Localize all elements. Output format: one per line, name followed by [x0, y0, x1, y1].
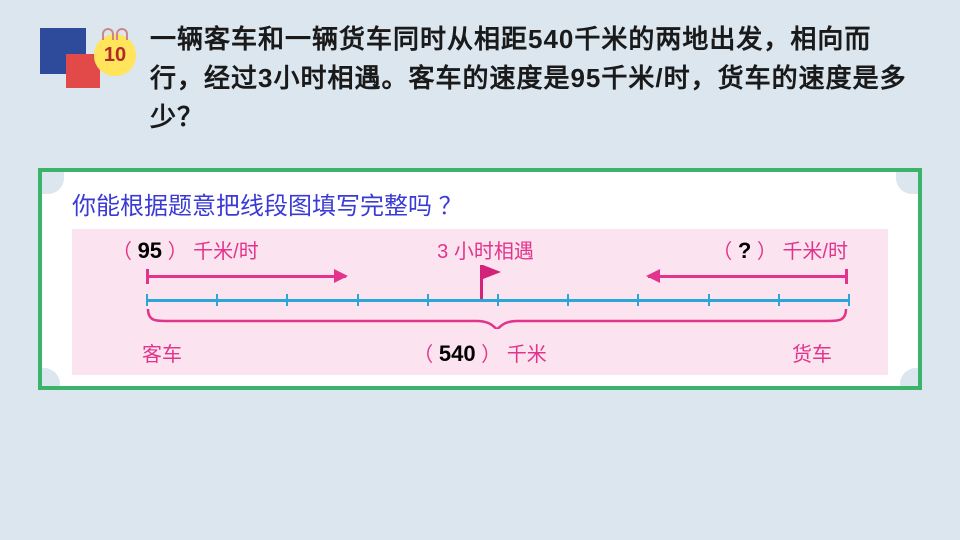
- right-arrow-icon: [648, 275, 848, 278]
- slide-icon: 10: [40, 20, 120, 100]
- brace-icon: [146, 307, 848, 329]
- header: 10 一辆客车和一辆货车同时从相距540千米的两地出发，相向而行，经过3小时相遇…: [0, 0, 960, 147]
- diagram-bottom-row: 客车 （ 540 ） 千米 货车: [72, 338, 888, 367]
- number-line: [146, 299, 848, 302]
- right-speed-label: （ ? ） 千米/时: [712, 235, 848, 264]
- prompt-text: 你能根据题意把线段图填写完整吗 ？: [42, 172, 918, 229]
- left-speed-value: 95: [138, 238, 162, 263]
- answer-frame: 你能根据题意把线段图填写完整吗 ？ （ 95 ） 千米/时 3 小时相遇 （ ?…: [38, 168, 922, 390]
- meet-flag-icon: [480, 265, 483, 299]
- meet-label: 3 小时相遇: [437, 235, 534, 264]
- question-number-badge: 10: [94, 34, 136, 76]
- question-number: 10: [104, 44, 126, 67]
- total-distance-value: 540: [439, 341, 476, 366]
- total-distance-label: （ 540 ） 千米: [413, 338, 546, 367]
- diagram-top-row: （ 95 ） 千米/时 3 小时相遇 （ ? ） 千米/时: [72, 235, 888, 264]
- right-speed-value: ?: [738, 238, 751, 263]
- question-text: 一辆客车和一辆货车同时从相距540千米的两地出发，相向而行，经过3小时相遇。客车…: [150, 20, 920, 137]
- left-speed-label: （ 95 ） 千米/时: [112, 235, 259, 264]
- left-vehicle-label: 客车: [142, 338, 182, 367]
- segment-diagram: （ 95 ） 千米/时 3 小时相遇 （ ? ） 千米/时: [72, 229, 888, 375]
- left-arrow-icon: [146, 275, 346, 278]
- right-vehicle-label: 货车: [792, 338, 832, 367]
